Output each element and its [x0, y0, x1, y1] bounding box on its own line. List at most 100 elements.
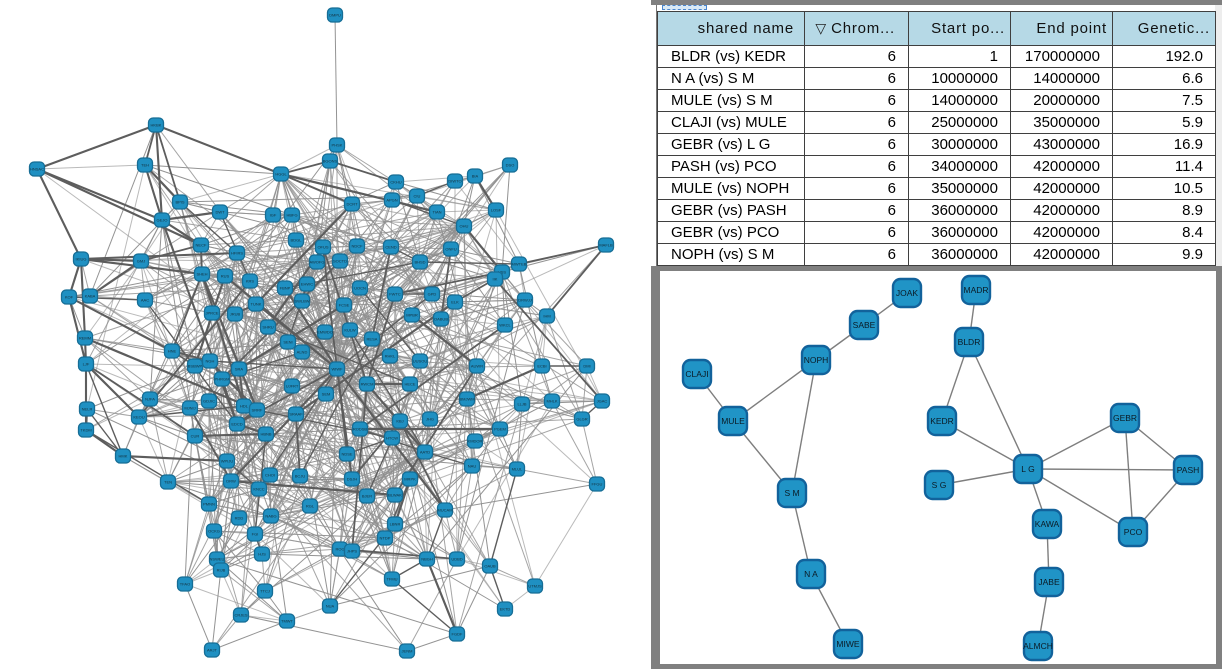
svg-text:KAWA: KAWA: [1035, 519, 1060, 529]
svg-text:UUSOU: UUSOU: [413, 359, 428, 364]
svg-text:EHWC: EHWC: [301, 282, 313, 287]
svg-text:TKDM: TKDM: [80, 428, 91, 433]
svg-text:TFMU: TFMU: [386, 577, 397, 582]
svg-text:ONFU: ONFU: [445, 247, 456, 252]
svg-text:LJF: LJF: [83, 362, 90, 367]
svg-text:JRUB: JRUB: [230, 312, 241, 317]
svg-text:APGN: APGN: [386, 198, 397, 203]
svg-text:MWTEB: MWTEB: [512, 262, 527, 267]
svg-text:PASH: PASH: [1177, 465, 1200, 475]
svg-text:MLUL: MLUL: [512, 467, 523, 472]
svg-text:BMJWM: BMJWM: [459, 397, 474, 402]
svg-text:KOF: KOF: [65, 295, 74, 300]
svg-text:BIA: BIA: [472, 174, 479, 179]
svg-text:UOCN: UOCN: [354, 286, 366, 291]
svg-text:HKBK: HKBK: [151, 123, 162, 128]
svg-text:SRAAF: SRAAF: [289, 412, 303, 417]
svg-text:OHU: OHU: [460, 224, 469, 229]
svg-text:TMWT: TMWT: [281, 619, 294, 624]
svg-text:GDJIC: GDJIC: [203, 399, 215, 404]
svg-text:HMK: HMK: [119, 454, 128, 459]
svg-text:KBJ: KBJ: [396, 419, 403, 424]
svg-text:IGF: IGF: [270, 213, 277, 218]
svg-text:EDCD: EDCD: [231, 422, 242, 427]
svg-text:TFAO: TFAO: [180, 582, 190, 587]
svg-text:NTDP: NTDP: [380, 536, 391, 541]
svg-text:MADR: MADR: [963, 285, 988, 295]
svg-text:HTCW: HTCW: [386, 436, 398, 441]
svg-text:IHM: IHM: [543, 314, 550, 319]
svg-text:RIJB: RIJB: [217, 568, 226, 573]
svg-text:RODSB: RODSB: [353, 427, 368, 432]
svg-text:TIAN: TIAN: [432, 210, 441, 215]
svg-text:SWLBW: SWLBW: [294, 299, 309, 304]
svg-text:BLDR: BLDR: [958, 337, 981, 347]
svg-text:ROG: ROG: [335, 547, 344, 552]
svg-text:HSS: HSS: [498, 270, 507, 275]
svg-text:RHKL: RHKL: [385, 354, 396, 359]
svg-text:MUCAM: MUCAM: [437, 508, 452, 513]
svg-text:L G: L G: [1021, 464, 1034, 474]
svg-text:S G: S G: [932, 480, 947, 490]
svg-text:CLAJI: CLAJI: [685, 369, 708, 379]
svg-text:NGH: NGH: [206, 359, 215, 364]
svg-text:TTCJ: TTCJ: [260, 589, 270, 594]
svg-text:BHSD: BHSD: [414, 260, 425, 265]
svg-text:BLWAK: BLWAK: [388, 493, 402, 498]
svg-text:FBNP: FBNP: [280, 286, 291, 291]
svg-text:BPIS: BPIS: [175, 200, 184, 205]
svg-text:NJFA: NJFA: [145, 397, 155, 402]
svg-text:RESA: RESA: [367, 337, 378, 342]
svg-text:RUS: RUS: [221, 274, 230, 279]
svg-text:KEDR: KEDR: [930, 416, 954, 426]
svg-text:CUR: CUR: [191, 434, 200, 439]
svg-text:GPD: GPD: [428, 292, 437, 297]
svg-text:AUWR: AUWR: [471, 364, 483, 369]
svg-text:ELK: ELK: [451, 300, 459, 305]
svg-text:CHOI: CHOI: [265, 473, 275, 478]
svg-text:GMJ: GMJ: [137, 259, 145, 264]
svg-text:TUNK: TUNK: [251, 302, 262, 307]
svg-text:DSO: DSO: [506, 163, 515, 168]
svg-text:PMNN: PMNN: [203, 502, 215, 507]
svg-text:MAFLB: MAFLB: [599, 243, 613, 248]
svg-text:HNSAC: HNSAC: [30, 167, 44, 172]
svg-text:BSBWP: BSBWP: [188, 364, 203, 369]
svg-text:WIWF: WIWF: [331, 367, 343, 372]
svg-text:DMPU: DMPU: [329, 13, 341, 18]
svg-text:HGGL: HGGL: [275, 172, 287, 177]
svg-text:EKTD: EKTD: [500, 607, 511, 612]
svg-text:SENI: SENI: [283, 340, 292, 345]
svg-text:JABE: JABE: [1038, 577, 1060, 587]
svg-text:IKIUG: IKIUG: [76, 257, 87, 262]
svg-text:JOAK: JOAK: [896, 288, 919, 298]
svg-text:OAUB: OAUB: [484, 564, 496, 569]
svg-text:PGEM: PGEM: [494, 427, 506, 432]
svg-text:AAC: AAC: [141, 298, 149, 303]
svg-text:TEH: TEH: [141, 163, 149, 168]
svg-text:SABE: SABE: [853, 320, 876, 330]
svg-text:HBFG: HBFG: [286, 213, 297, 218]
svg-text:NUA: NUA: [326, 604, 335, 609]
svg-text:OFUS: OFUS: [317, 245, 328, 250]
svg-text:NOPH: NOPH: [804, 355, 829, 365]
svg-text:EMWDO: EMWDO: [317, 330, 333, 335]
svg-text:GEBR: GEBR: [1113, 413, 1137, 423]
svg-text:RWCM: RWCM: [361, 382, 374, 387]
svg-text:HBNB: HBNB: [260, 432, 271, 437]
svg-text:KULW: KULW: [344, 328, 355, 333]
svg-text:GLGR: GLGR: [576, 417, 587, 422]
svg-text:PCO: PCO: [1124, 527, 1143, 537]
svg-text:MULE: MULE: [721, 416, 745, 426]
svg-text:NAU: NAU: [468, 464, 477, 469]
svg-text:DWT: DWT: [215, 210, 225, 215]
svg-text:SRRF: SRRF: [252, 408, 263, 413]
svg-text:NSWEU: NSWEU: [210, 557, 225, 562]
svg-text:SHEH: SHEH: [196, 272, 207, 277]
svg-text:NABG: NABG: [265, 514, 276, 519]
svg-text:HECE: HECE: [404, 382, 415, 387]
svg-text:FGDF: FGDF: [452, 632, 463, 637]
svg-text:MPBR: MPBR: [406, 313, 418, 318]
svg-text:AATD: AATD: [420, 450, 430, 455]
svg-text:JENM: JENM: [402, 649, 413, 654]
